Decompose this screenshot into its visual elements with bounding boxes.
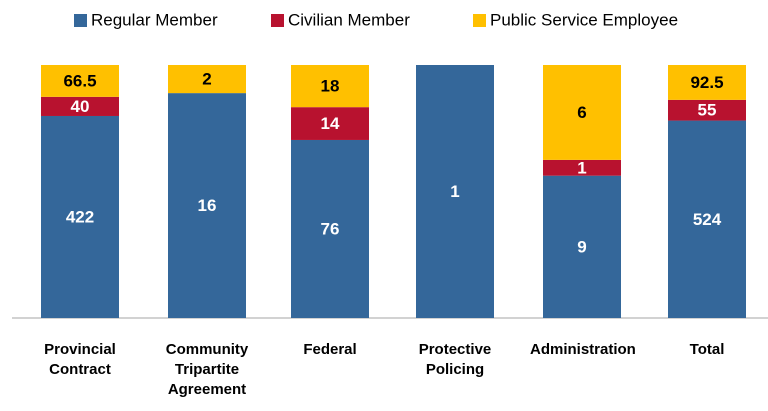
data-label: 14 — [321, 114, 340, 133]
bar-segment — [668, 99, 746, 121]
x-tick-label: Federal — [303, 341, 357, 358]
data-label: 1 — [450, 182, 459, 201]
bar-segment — [543, 159, 621, 176]
bar-segment — [416, 65, 494, 318]
bar-segment — [168, 65, 246, 94]
legend-label: Public Service Employee — [490, 10, 678, 29]
x-tick-label: Protective Policing — [418, 341, 492, 378]
bar-segment — [668, 120, 746, 319]
bar-segment — [543, 175, 621, 318]
x-tick-label: Provincial Contract — [44, 341, 116, 378]
bar-segment — [291, 139, 369, 318]
x-tick-label: Administration — [530, 341, 636, 358]
data-label: 92.5 — [690, 73, 723, 92]
x-tick-label: Community Tripartite Agreement — [165, 341, 249, 398]
legend-label: Civilian Member — [288, 10, 410, 29]
bar-segment — [41, 65, 119, 97]
data-label: 6 — [577, 103, 586, 122]
bar-segment — [291, 65, 369, 108]
x-tick-label: Total — [689, 341, 725, 358]
data-label: 66.5 — [63, 71, 96, 90]
data-label: 9 — [577, 237, 586, 256]
data-label: 16 — [198, 196, 217, 215]
data-label: 40 — [71, 97, 90, 116]
legend-swatch — [271, 14, 284, 27]
legend-swatch — [473, 14, 486, 27]
data-label: 422 — [66, 207, 94, 226]
bar-segment — [168, 93, 246, 318]
data-label: 55 — [698, 101, 717, 120]
data-label: 18 — [321, 77, 340, 96]
bar-segment — [543, 65, 621, 160]
data-label: 524 — [693, 210, 722, 229]
data-label: 76 — [321, 219, 340, 238]
data-label: 1 — [577, 158, 586, 177]
bar-segment — [668, 65, 746, 100]
bar-segment — [41, 115, 119, 318]
bar-segment — [291, 107, 369, 140]
bar-segment — [41, 96, 119, 116]
data-label: 2 — [202, 70, 211, 89]
legend-label: Regular Member — [91, 10, 218, 29]
legend-swatch — [74, 14, 87, 27]
